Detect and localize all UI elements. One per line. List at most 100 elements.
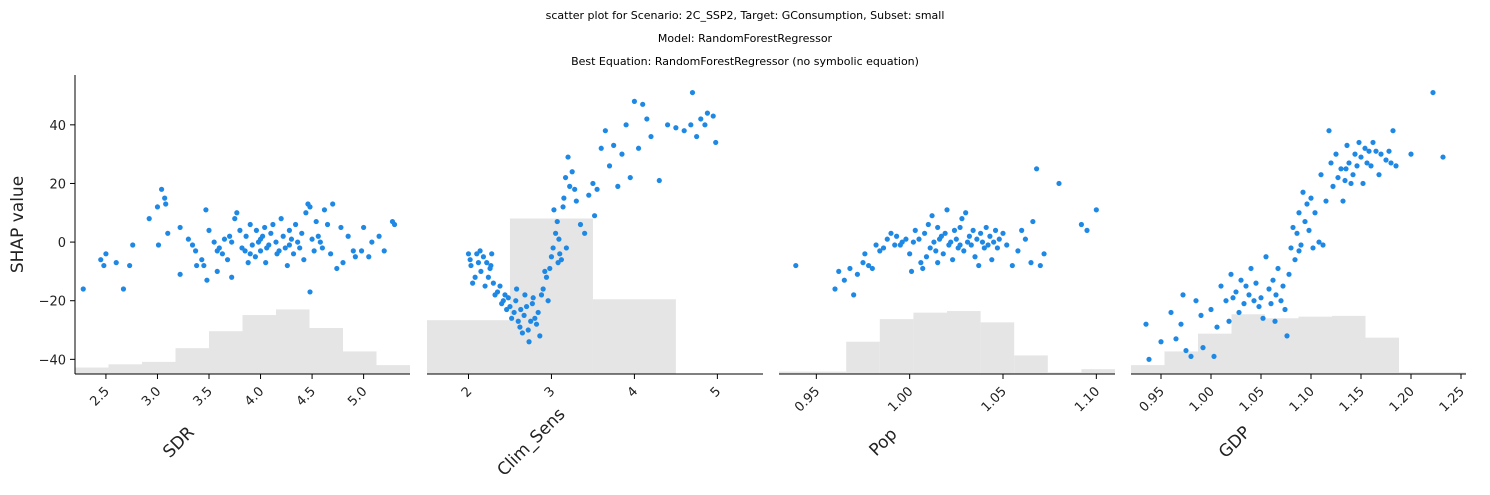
scatter-point bbox=[350, 248, 356, 254]
histogram-bar bbox=[142, 361, 176, 374]
scatter-point bbox=[1408, 151, 1414, 157]
scatter-point bbox=[264, 245, 270, 251]
scatter-point bbox=[1335, 174, 1341, 181]
scatter-point bbox=[165, 230, 171, 236]
x-tick-label: 1.10 bbox=[1072, 384, 1103, 415]
x-axis-label: Pop bbox=[865, 424, 901, 460]
scatter-point bbox=[586, 192, 592, 198]
scatter-point bbox=[158, 186, 165, 192]
scatter-point bbox=[307, 289, 313, 295]
scatter-point bbox=[966, 233, 973, 239]
scatter-point bbox=[345, 233, 351, 239]
scatter-point bbox=[1358, 154, 1364, 160]
scatter-point bbox=[1376, 172, 1382, 178]
scatter-point bbox=[537, 333, 543, 339]
scatter-point bbox=[146, 216, 152, 222]
scatter-point bbox=[557, 251, 563, 257]
scatter-point bbox=[698, 116, 704, 122]
scatter-point bbox=[627, 174, 633, 181]
histogram-bar bbox=[1047, 372, 1082, 374]
scatter-point bbox=[227, 233, 233, 239]
scatter-point bbox=[907, 251, 913, 257]
scatter-point bbox=[1228, 271, 1234, 277]
scatter-point bbox=[1356, 139, 1362, 146]
scatter-point bbox=[957, 224, 963, 231]
scatter-point bbox=[920, 265, 926, 272]
scatter-point bbox=[551, 207, 557, 213]
scatter-point bbox=[573, 198, 579, 204]
scatter-point bbox=[1373, 148, 1379, 154]
scatter-point bbox=[1200, 345, 1206, 351]
scatter-point bbox=[130, 242, 136, 248]
scatter-point bbox=[1263, 254, 1269, 260]
scatter-point bbox=[270, 221, 276, 228]
scatter-point bbox=[1354, 163, 1360, 169]
x-tick-label: 3.0 bbox=[139, 384, 164, 409]
histogram-bar bbox=[1131, 365, 1165, 374]
scatter-point bbox=[963, 210, 969, 216]
scatter-point bbox=[640, 101, 646, 107]
histogram-bar bbox=[779, 371, 813, 374]
scatter-point bbox=[1251, 298, 1257, 304]
scatter-point bbox=[533, 321, 540, 327]
histogram-bar bbox=[175, 348, 209, 374]
scatter-point bbox=[189, 242, 196, 248]
scatter-point bbox=[1214, 324, 1220, 330]
scatter-point bbox=[933, 248, 939, 254]
scatter-point bbox=[484, 260, 490, 266]
scatter-point bbox=[602, 128, 608, 134]
scatter-point bbox=[1338, 166, 1344, 172]
scatter-point bbox=[1000, 230, 1006, 236]
scatter-point bbox=[1238, 277, 1244, 283]
scatter-point bbox=[550, 245, 556, 251]
scatter-point bbox=[974, 236, 980, 242]
scatter-point bbox=[472, 274, 478, 280]
scatter-point bbox=[689, 89, 696, 96]
histogram-bar bbox=[846, 341, 880, 374]
scatter-point bbox=[497, 283, 503, 289]
scatter-point bbox=[1009, 262, 1015, 269]
histogram-bar bbox=[1231, 314, 1265, 374]
scatter-point bbox=[514, 286, 520, 292]
scatter-point bbox=[340, 260, 346, 266]
scatter-point bbox=[552, 230, 559, 236]
scatter-point bbox=[1430, 89, 1436, 96]
scatter-point bbox=[688, 122, 694, 128]
scatter-point bbox=[563, 245, 569, 251]
scatter-point bbox=[162, 195, 168, 201]
scatter-point bbox=[478, 268, 484, 275]
scatter-point bbox=[908, 268, 915, 275]
scatter-point bbox=[590, 180, 596, 187]
scatter-point bbox=[530, 295, 536, 301]
scatter-point bbox=[488, 262, 494, 269]
scatter-point bbox=[1333, 151, 1339, 157]
scatter-point bbox=[485, 274, 491, 280]
scatter-point bbox=[1370, 139, 1376, 146]
scatter-point bbox=[303, 210, 309, 216]
x-tick-label: 0.95 bbox=[1137, 384, 1168, 415]
scatter-point bbox=[185, 236, 191, 242]
scatter-point bbox=[80, 286, 86, 292]
scatter-point bbox=[1015, 248, 1021, 254]
scatter-point bbox=[547, 265, 553, 272]
scatter-point bbox=[1340, 198, 1346, 204]
x-tick-label: 2.5 bbox=[88, 384, 113, 409]
scatter-point bbox=[1208, 306, 1214, 313]
scatter-point bbox=[554, 218, 560, 225]
scatter-point bbox=[352, 254, 358, 260]
scatter-point bbox=[694, 133, 700, 140]
y-axis-label: SHAP value bbox=[8, 176, 28, 273]
scatter-point bbox=[154, 204, 161, 210]
scatter-point bbox=[391, 221, 398, 228]
scatter-point bbox=[935, 224, 941, 231]
scatter-point bbox=[1312, 210, 1318, 216]
equation-subtitle: Best Equation: RandomForestRegressor (no… bbox=[571, 55, 919, 68]
scatter-point bbox=[989, 257, 995, 263]
scatter-point bbox=[98, 257, 104, 263]
scatter-point bbox=[477, 248, 483, 254]
scatter-point bbox=[1180, 292, 1186, 298]
scatter-point bbox=[1362, 145, 1368, 151]
scatter-point bbox=[877, 248, 883, 254]
scatter-point bbox=[582, 230, 588, 236]
scatter-point bbox=[923, 254, 930, 260]
